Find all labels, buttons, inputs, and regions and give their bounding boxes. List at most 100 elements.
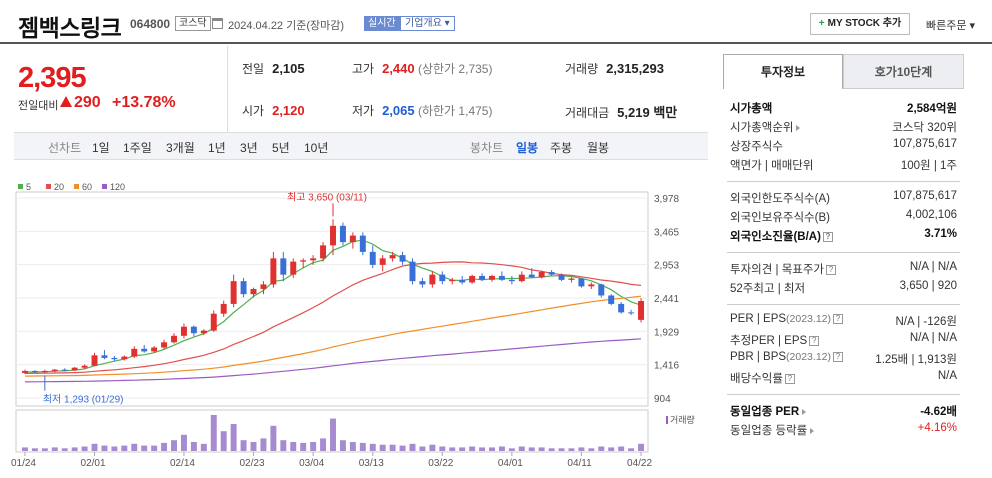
candle-body bbox=[479, 275, 486, 280]
candle-body bbox=[300, 260, 307, 262]
sector-chg-label-wrap[interactable]: 동일업종 등락률 bbox=[730, 422, 815, 438]
volume-bar bbox=[608, 447, 615, 451]
info-row: 시가총액순위 코스닥 320위 bbox=[727, 117, 960, 136]
volume-bar bbox=[300, 442, 307, 451]
chevron-down-icon: ▾ bbox=[969, 20, 976, 32]
info-row: 외국인소진율(B/A)? 3.71% bbox=[727, 226, 960, 245]
candle-body bbox=[389, 255, 396, 259]
candle-body bbox=[101, 355, 108, 358]
candle-body bbox=[71, 367, 78, 371]
candle-body bbox=[31, 370, 38, 373]
info-row: 52주최고 | 최저 3,650 | 920 bbox=[727, 278, 960, 297]
add-mystock-button[interactable]: + MY STOCK 추가 bbox=[810, 13, 910, 35]
candle-body bbox=[220, 303, 227, 314]
candle-body bbox=[131, 348, 138, 357]
sector-per-label: 동일업종 PER bbox=[730, 406, 800, 418]
amount-value: 5,219 백만 bbox=[617, 105, 678, 120]
volume-bar bbox=[260, 438, 267, 451]
volume-bar bbox=[389, 444, 396, 451]
price-chart[interactable]: 3,978 3,465 2,953 2,441 1,929 1,416 904 5 20 60 12… bbox=[0, 160, 708, 478]
realtime-badge[interactable]: 실시간 bbox=[364, 16, 400, 31]
sector-per-label-wrap[interactable]: 동일업종 PER bbox=[730, 403, 807, 419]
help-icon[interactable]: ? bbox=[822, 231, 833, 242]
shares-value: 107,875,617 bbox=[893, 138, 957, 150]
legend-label: 20 bbox=[54, 182, 64, 192]
y-tick-label: 904 bbox=[654, 394, 671, 405]
tab-1w[interactable]: 1주일 bbox=[123, 141, 152, 155]
candle-body bbox=[469, 275, 476, 283]
volume-bar bbox=[200, 443, 207, 451]
foreign-ratio-label: 외국인소진율(B/A) bbox=[730, 231, 821, 243]
legend-swatch bbox=[74, 184, 79, 189]
chart-tabs: 선차트 1일 1주일 3개월 1년 3년 5년 10년 봉차트 일봉 주봉 월봉 bbox=[14, 132, 708, 160]
volume-bar bbox=[101, 445, 108, 451]
candle-body bbox=[190, 326, 197, 334]
candle-body bbox=[459, 279, 466, 283]
info-rows: 시가총액 2,584억원 시가총액순위 코스닥 320위 상장주식수 107,875,… bbox=[727, 98, 960, 439]
candle-body bbox=[419, 281, 426, 285]
tab-1d[interactable]: 1일 bbox=[92, 141, 110, 155]
cap-rank-value: 코스닥 320위 bbox=[892, 122, 957, 134]
sector-chg-value: +4.16% bbox=[917, 422, 957, 434]
investment-info-panel: 투자정보 호가10단계 시가총액 2,584억원 시가총액순위 코스닥 320위 상… bbox=[723, 54, 964, 478]
x-tick-label: 03/13 bbox=[359, 458, 384, 469]
pbr-label: PBR | BPS bbox=[730, 351, 787, 363]
tab-orderbook[interactable]: 호가10단계 bbox=[843, 54, 964, 89]
caret-right-icon bbox=[810, 427, 815, 434]
candle-body bbox=[449, 279, 456, 282]
plot-frame bbox=[15, 191, 649, 407]
candle-body bbox=[339, 225, 346, 243]
tab-10y[interactable]: 10년 bbox=[304, 141, 329, 155]
tab-monthly[interactable]: 월봉 bbox=[587, 141, 610, 155]
candle-body bbox=[151, 347, 158, 352]
candle-chart-label: 봉차트 bbox=[470, 141, 504, 155]
help-icon[interactable]: ? bbox=[833, 351, 843, 362]
volume-bar bbox=[558, 448, 565, 451]
tab-daily[interactable]: 일봉 bbox=[516, 141, 539, 155]
tab-investment-info[interactable]: 투자정보 bbox=[723, 54, 843, 89]
help-icon[interactable]: ? bbox=[826, 264, 837, 275]
volume-legend-label: 거래량 bbox=[670, 414, 695, 425]
candle-body bbox=[538, 272, 545, 278]
quick-order-link[interactable]: 빠른주문 ▾ bbox=[926, 17, 975, 33]
x-tick-label: 04/01 bbox=[498, 458, 523, 469]
info-row: 액면가 | 매매단위 100원 | 1주 bbox=[727, 155, 960, 174]
opinion-label-wrap: 투자의견 | 목표주가? bbox=[730, 261, 837, 277]
help-icon[interactable]: ? bbox=[809, 335, 820, 346]
candle-body bbox=[121, 356, 128, 360]
volume-bar bbox=[71, 447, 78, 451]
volume-bar bbox=[51, 447, 58, 451]
y-tick-label: 1,416 bbox=[654, 361, 679, 372]
volume-bar bbox=[151, 445, 158, 451]
candle-body bbox=[91, 355, 98, 366]
candle-body bbox=[349, 235, 356, 243]
volume-bar bbox=[41, 448, 48, 451]
tab-weekly[interactable]: 주봉 bbox=[550, 141, 573, 155]
volume-bar bbox=[528, 447, 535, 451]
tab-3y[interactable]: 3년 bbox=[240, 141, 258, 155]
open: 시가 2,120 bbox=[242, 102, 305, 119]
ma-line-5 bbox=[25, 239, 642, 373]
tab-3m[interactable]: 3개월 bbox=[166, 141, 195, 155]
help-icon[interactable]: ? bbox=[833, 313, 843, 324]
volume-bar bbox=[81, 446, 88, 451]
volume-bar bbox=[250, 442, 257, 451]
candle-body bbox=[628, 312, 635, 314]
y-tick-label: 1,929 bbox=[654, 327, 679, 338]
change-value: 290 bbox=[74, 94, 101, 111]
volume-bar bbox=[429, 444, 436, 451]
info-tabs: 투자정보 호가10단계 bbox=[723, 54, 964, 89]
volume-bar bbox=[121, 445, 128, 451]
low-value: 2,065 bbox=[382, 103, 415, 118]
tab-5y[interactable]: 5년 bbox=[272, 141, 290, 155]
help-icon[interactable]: ? bbox=[784, 373, 795, 384]
company-info-button[interactable]: 기업개요 ▾ bbox=[400, 16, 455, 31]
cap-rank-label-wrap[interactable]: 시가총액순위 bbox=[730, 119, 801, 135]
volume-bar bbox=[31, 448, 38, 451]
candle-body bbox=[379, 258, 386, 265]
volume-legend-swatch bbox=[666, 416, 668, 424]
candle-body bbox=[260, 284, 267, 289]
x-tick-label: 03/04 bbox=[299, 458, 324, 469]
tab-1y[interactable]: 1년 bbox=[208, 141, 226, 155]
per-value: N/A | -126원 bbox=[895, 316, 957, 328]
